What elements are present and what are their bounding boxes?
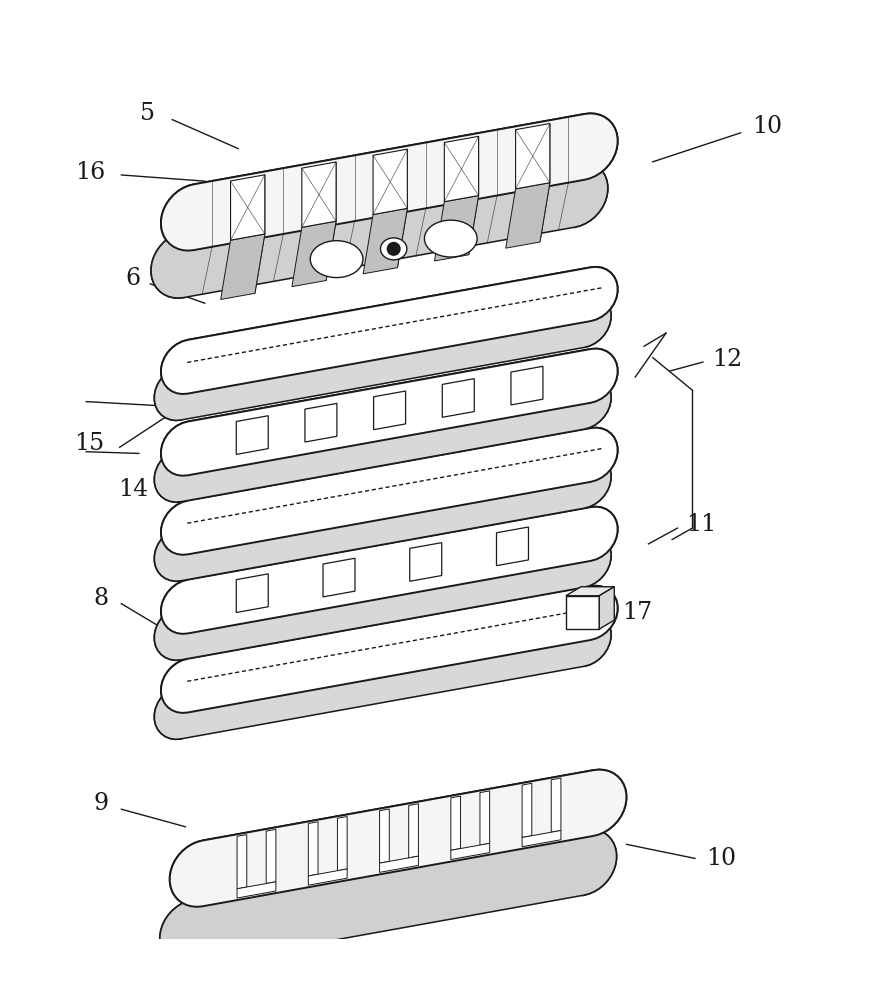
Ellipse shape — [380, 238, 407, 260]
Polygon shape — [363, 208, 408, 274]
Polygon shape — [155, 267, 618, 420]
Polygon shape — [497, 527, 529, 566]
Ellipse shape — [424, 220, 477, 257]
Polygon shape — [155, 454, 611, 581]
Text: 12: 12 — [713, 348, 743, 371]
Polygon shape — [309, 869, 347, 885]
Polygon shape — [301, 162, 336, 227]
Polygon shape — [151, 161, 607, 298]
Polygon shape — [160, 829, 616, 966]
Polygon shape — [161, 507, 618, 634]
Polygon shape — [379, 856, 418, 872]
Text: 11: 11 — [686, 513, 716, 536]
Text: 10: 10 — [706, 847, 736, 870]
Polygon shape — [161, 349, 618, 476]
Polygon shape — [434, 196, 478, 261]
Polygon shape — [155, 428, 618, 581]
Polygon shape — [373, 149, 408, 215]
Polygon shape — [338, 817, 347, 871]
Polygon shape — [155, 612, 611, 739]
Text: 14: 14 — [118, 478, 148, 501]
Text: 5: 5 — [141, 102, 156, 125]
Polygon shape — [309, 822, 318, 876]
Text: 8: 8 — [94, 587, 109, 610]
Polygon shape — [237, 835, 247, 889]
Ellipse shape — [310, 241, 363, 278]
Polygon shape — [566, 587, 614, 596]
Polygon shape — [379, 809, 389, 863]
Text: 6: 6 — [126, 267, 141, 290]
Polygon shape — [374, 391, 406, 430]
Polygon shape — [155, 586, 618, 739]
Polygon shape — [155, 349, 618, 502]
Polygon shape — [552, 778, 561, 832]
Text: 16: 16 — [75, 161, 106, 184]
Polygon shape — [292, 221, 336, 287]
Polygon shape — [161, 428, 618, 555]
Polygon shape — [408, 804, 418, 858]
Polygon shape — [480, 791, 490, 845]
Text: 17: 17 — [622, 601, 652, 624]
Polygon shape — [236, 574, 268, 613]
Polygon shape — [410, 543, 442, 581]
Polygon shape — [522, 783, 532, 837]
Polygon shape — [155, 507, 618, 660]
Polygon shape — [469, 136, 478, 255]
Text: 9: 9 — [94, 792, 109, 815]
Polygon shape — [155, 293, 611, 420]
Polygon shape — [515, 124, 550, 189]
Polygon shape — [231, 175, 265, 240]
Polygon shape — [522, 830, 561, 847]
Polygon shape — [599, 587, 614, 629]
Text: 10: 10 — [752, 115, 782, 138]
Polygon shape — [540, 124, 550, 242]
Polygon shape — [255, 175, 265, 293]
Text: 15: 15 — [73, 432, 104, 455]
Polygon shape — [161, 586, 618, 713]
Polygon shape — [398, 149, 408, 268]
Polygon shape — [236, 416, 268, 454]
Polygon shape — [237, 882, 276, 898]
Polygon shape — [511, 366, 543, 405]
Polygon shape — [266, 829, 276, 884]
Polygon shape — [506, 183, 550, 248]
Polygon shape — [442, 379, 474, 417]
Polygon shape — [170, 770, 627, 907]
Circle shape — [386, 242, 400, 256]
Polygon shape — [451, 843, 490, 860]
Polygon shape — [305, 403, 337, 442]
Polygon shape — [445, 136, 478, 202]
Polygon shape — [221, 234, 265, 299]
Polygon shape — [155, 375, 611, 502]
Polygon shape — [566, 596, 599, 629]
Polygon shape — [160, 770, 627, 966]
Polygon shape — [161, 267, 618, 394]
Polygon shape — [323, 558, 355, 597]
Polygon shape — [161, 113, 618, 251]
Polygon shape — [451, 796, 461, 850]
Polygon shape — [326, 162, 336, 280]
Polygon shape — [155, 533, 611, 660]
Polygon shape — [151, 113, 618, 298]
